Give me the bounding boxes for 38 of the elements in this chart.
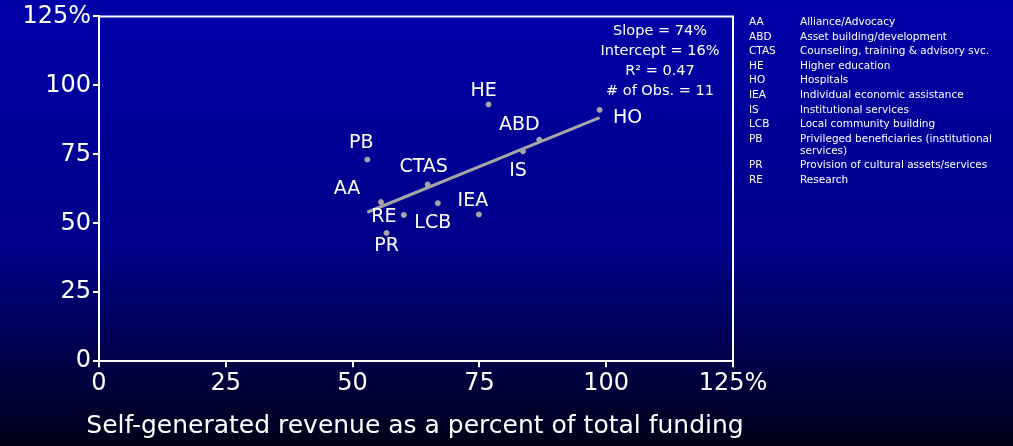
text: PB Privileged beneficiaries (institutional services)	[749, 131, 992, 156]
data-label: IEA	[457, 188, 489, 211]
x-tick-label: 25	[210, 367, 242, 396]
text: PR Provision of cultural assets/services	[749, 158, 988, 171]
y-tick-label: 125%	[22, 0, 91, 29]
data-label: RE	[371, 203, 397, 226]
data-label: CTAS	[399, 154, 448, 177]
y-tick-label: 0	[75, 345, 91, 374]
y-tick-label: 100	[45, 69, 91, 98]
x-axis-title: Self-generated revenue as a percent of total funding	[85, 410, 745, 439]
annotation: # of Obs. = 11	[606, 82, 714, 98]
annotation: Intercept = 16%	[600, 42, 720, 58]
data-label: IS	[509, 158, 527, 181]
y-tick-label: 25	[60, 276, 91, 305]
x-tick-label: 50	[337, 367, 368, 396]
text: RE Research	[749, 172, 849, 185]
text: LCB Local community building	[749, 117, 936, 130]
y-tick-label: 75	[60, 138, 91, 167]
data-label: PR	[374, 232, 399, 255]
text: ABD Asset building/development	[749, 29, 947, 42]
text: AA Alliance/Advocacy	[749, 15, 896, 27]
x-tick-label: 75	[464, 367, 495, 396]
data-label: LCB	[414, 210, 452, 233]
text: CTAS Counseling, training & advisory svc.	[749, 44, 990, 57]
text: IS Institutional services	[749, 102, 909, 115]
x-tick-label: 100	[583, 367, 630, 396]
data-label: HO	[612, 104, 643, 127]
data-label: PB	[349, 130, 374, 153]
text: HO Hospitals	[749, 73, 849, 86]
x-tick-label: 125%	[698, 367, 768, 396]
text: IEA Individual economic assistance	[749, 87, 964, 100]
data-label: AA	[333, 175, 361, 198]
text: HE Higher education	[749, 58, 891, 71]
annotation: R² = 0.47	[625, 62, 695, 78]
annotation: Slope = 74%	[613, 22, 707, 38]
y-tick-label: 50	[60, 207, 91, 236]
data-label: HE	[470, 78, 497, 101]
data-label: ABD	[498, 111, 540, 134]
